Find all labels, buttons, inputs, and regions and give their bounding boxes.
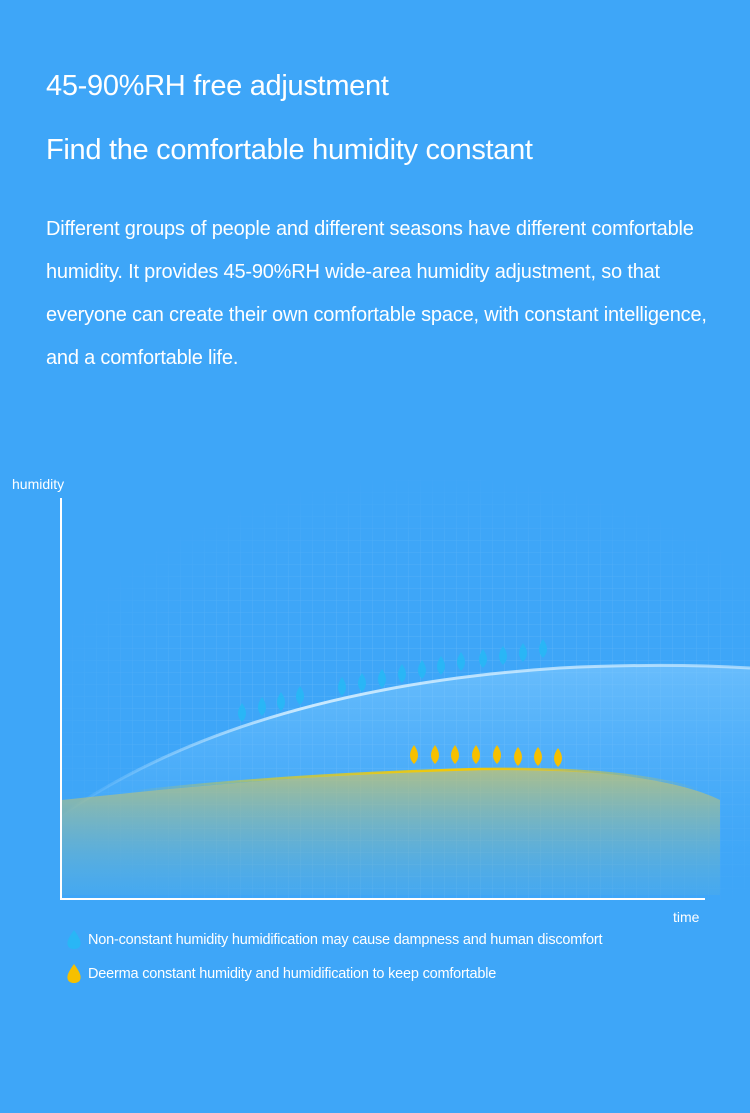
water-drop-icon bbox=[539, 639, 547, 658]
water-drop-icon bbox=[451, 745, 459, 764]
water-drop-icon bbox=[418, 660, 426, 679]
water-drop-icon bbox=[358, 673, 366, 692]
water-drop-icon bbox=[431, 745, 439, 764]
legend-label: Non-constant humidity humidification may… bbox=[88, 932, 603, 948]
x-axis-label: time bbox=[673, 909, 700, 925]
humidity-chart: humidity time bbox=[12, 470, 750, 925]
non-constant-humidity-curve bbox=[61, 663, 750, 817]
legend-item-non-constant: Non-constant humidity humidification may… bbox=[66, 928, 603, 952]
legend-item-constant: Deerma constant humidity and humidificat… bbox=[66, 962, 496, 986]
water-drop-icon bbox=[437, 656, 445, 675]
water-drop-icon bbox=[238, 703, 246, 722]
water-drop-icon bbox=[493, 745, 501, 764]
water-drop-icon bbox=[519, 643, 527, 662]
water-drop-icon bbox=[296, 686, 304, 705]
description-text: Different groups of people and different… bbox=[46, 218, 707, 369]
blue-drops-group bbox=[238, 639, 547, 722]
constant-humidity-area bbox=[62, 768, 720, 895]
water-drop-icon bbox=[410, 745, 418, 764]
water-drop-icon bbox=[398, 664, 406, 683]
water-drop-icon bbox=[554, 748, 562, 767]
headline-range: 45-90%RH free adjustment bbox=[46, 70, 389, 102]
y-axis-label: humidity bbox=[12, 476, 64, 492]
headline-tagline: Find the comfortable humidity constant bbox=[46, 134, 533, 166]
yellow-drops-group bbox=[410, 745, 562, 767]
water-drop-icon bbox=[514, 747, 522, 766]
water-drop-icon bbox=[67, 964, 81, 983]
water-drop-icon bbox=[67, 930, 81, 949]
water-drop-icon bbox=[499, 646, 507, 665]
water-drop-icon bbox=[472, 745, 480, 764]
water-drop-icon bbox=[338, 677, 346, 696]
water-drop-icon bbox=[258, 697, 266, 716]
constant-humidity-curve bbox=[129, 767, 701, 794]
water-drop-icon bbox=[457, 652, 465, 671]
water-drop-icon bbox=[378, 669, 386, 688]
water-drop-icon bbox=[277, 692, 285, 711]
water-drop-icon bbox=[534, 747, 542, 766]
legend-label: Deerma constant humidity and humidificat… bbox=[88, 966, 497, 982]
water-drop-icon bbox=[479, 649, 487, 668]
